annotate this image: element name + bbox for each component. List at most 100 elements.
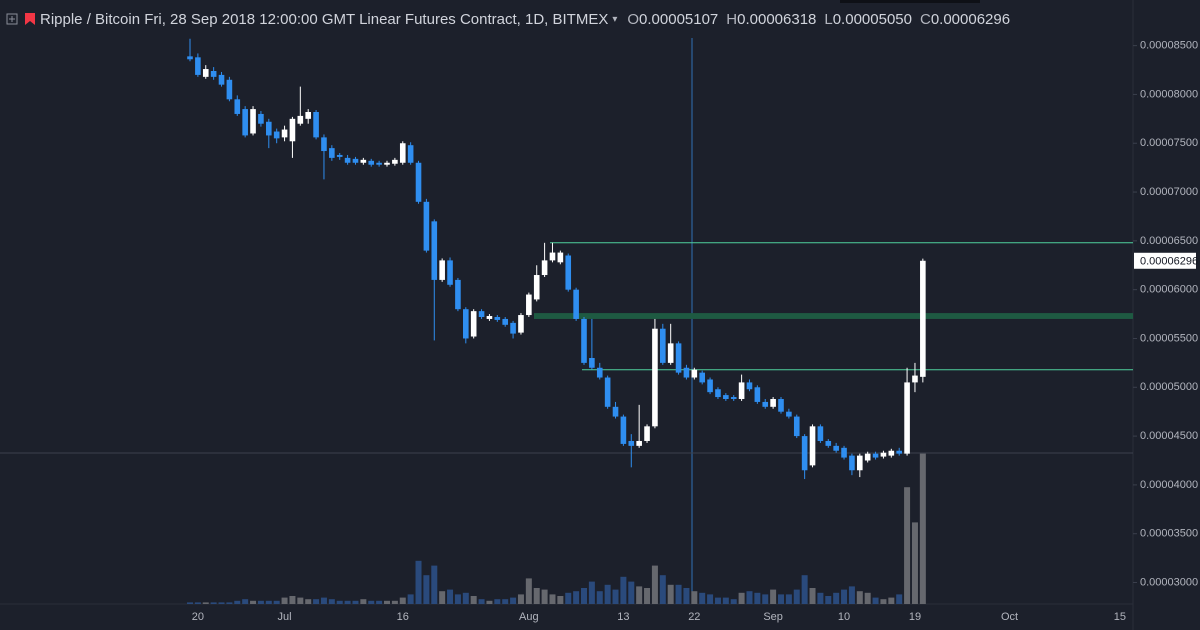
volume-bar (683, 588, 690, 604)
candle-body (841, 447, 847, 458)
volume-bar (502, 599, 509, 604)
y-tick-label: 0.00006500 (1140, 235, 1198, 247)
candle-body (431, 221, 438, 280)
volume-bar (573, 591, 580, 604)
volume-bar (841, 589, 848, 604)
candle-body (258, 113, 264, 124)
candle-body (896, 450, 902, 454)
candle-body (344, 157, 351, 163)
candle-body (565, 255, 572, 290)
candle-body (463, 309, 469, 339)
volume-bar (691, 591, 698, 604)
volume-bar (659, 575, 666, 604)
volume-bar (675, 584, 682, 604)
candle-body (336, 154, 343, 157)
volume-bar (856, 591, 863, 604)
candle-body (715, 389, 721, 398)
candle-body (470, 311, 477, 337)
candle-body (809, 426, 816, 466)
volume-bar (785, 594, 792, 604)
volume-bar (187, 602, 193, 604)
candle-body (912, 375, 918, 383)
candle-body (376, 162, 382, 165)
candle-body (652, 328, 658, 427)
candle-body (273, 131, 280, 139)
volume-bar (896, 594, 903, 604)
ohlc-key: C (919, 10, 931, 28)
volume-bar (699, 592, 706, 604)
top-bar (840, 0, 980, 3)
y-tick-label: 0.00004000 (1140, 479, 1198, 491)
volume-bar (588, 581, 595, 604)
levels-layer (534, 242, 1133, 371)
candle-body (478, 311, 485, 317)
candle-body (833, 445, 839, 451)
symbol-title: Ripple / Bitcoin Fri, 28 Sep 2018 12:00:… (40, 10, 609, 28)
candle-body (533, 275, 540, 300)
volume-bar (360, 599, 367, 604)
candle-body (817, 426, 824, 441)
candle-body (660, 328, 666, 363)
candle-body (541, 260, 548, 276)
x-tick-label: 10 (838, 611, 850, 623)
candle-body (502, 318, 508, 325)
y-tick-label: 0.00004500 (1140, 430, 1198, 442)
volume-bar (344, 600, 351, 604)
x-tick-label: 13 (617, 611, 629, 623)
ohlc-value: 0.00005050 (832, 10, 912, 28)
flag-icon[interactable] (25, 13, 35, 25)
volume-bar (714, 597, 721, 604)
volume-bar (707, 594, 714, 604)
y-tick-label: 0.00008000 (1140, 88, 1198, 100)
y-tick-label: 0.00005000 (1140, 381, 1198, 393)
volume-bar (510, 597, 517, 604)
volume-bar (265, 600, 272, 604)
volume-bar (297, 597, 304, 604)
candle-body (407, 145, 414, 163)
x-tick-label: Oct (1001, 611, 1018, 623)
expand-icon[interactable] (6, 13, 18, 25)
candle-body (675, 343, 682, 373)
volume-bar (368, 600, 375, 604)
ohlc-value: 0.00005107 (639, 10, 719, 28)
header: Ripple / Bitcoin Fri, 28 Sep 2018 12:00:… (0, 0, 1200, 38)
candle-body (321, 137, 327, 152)
volume-bar (549, 594, 556, 604)
candle-body (581, 318, 587, 363)
y-tick-label: 0.00007500 (1140, 137, 1198, 149)
candle-body (920, 260, 926, 377)
volume-bar (778, 594, 784, 604)
volume-bar (651, 565, 658, 604)
volume-bar (462, 592, 469, 604)
volume-bar (517, 594, 524, 604)
volume-bar (754, 592, 761, 604)
volume-bar (250, 600, 257, 604)
volume-bar (738, 592, 745, 604)
candle-body (297, 115, 304, 124)
candle-body (707, 379, 713, 393)
volume-bar (439, 591, 446, 604)
axes-layer: 0.00008500 0.00008000 0.00007500 0.00007000… (192, 40, 1198, 623)
volume-bar (478, 599, 485, 604)
volume-bar (226, 602, 233, 604)
dropdown-caret[interactable]: ▾ (612, 13, 618, 25)
candle-body (888, 450, 895, 456)
candle-body (604, 377, 611, 407)
volume-bar (825, 596, 832, 604)
x-tick-label: Sep (763, 611, 783, 623)
volume-bar (770, 589, 777, 604)
candle-body (202, 69, 209, 77)
candle-body (242, 109, 248, 136)
candle-body (683, 367, 690, 378)
volume-bar (911, 522, 918, 604)
candle-body (723, 395, 729, 399)
candle-body (360, 159, 367, 163)
volume-bar (888, 597, 895, 604)
candle-body (762, 401, 769, 407)
x-tick-label: Jul (278, 611, 292, 623)
volume-bar (809, 588, 816, 604)
volume-bar (596, 591, 603, 604)
volume-bar (730, 599, 737, 604)
volume-bar (541, 589, 548, 604)
